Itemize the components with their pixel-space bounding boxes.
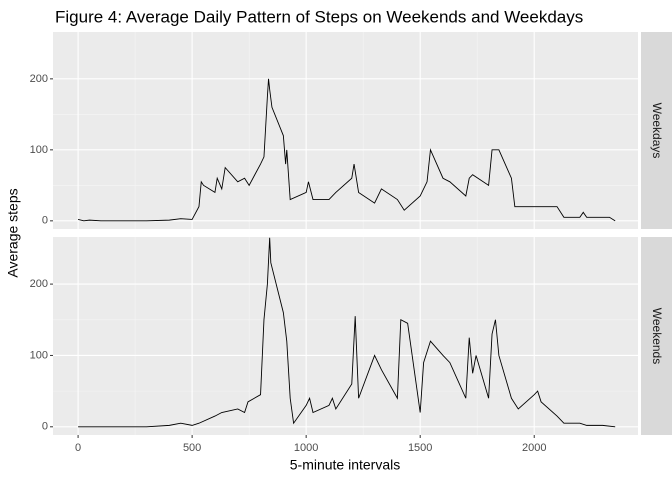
chart-title: Figure 4: Average Daily Pattern of Steps… xyxy=(55,7,583,26)
x-tick-label: 1000 xyxy=(294,442,318,454)
x-tick-label: 0 xyxy=(75,442,81,454)
strip-background xyxy=(641,32,672,229)
y-tick-label: 100 xyxy=(30,144,48,156)
strip-label: Weekends xyxy=(650,308,664,364)
line xyxy=(78,237,616,428)
x-tick-label: 1500 xyxy=(408,442,432,454)
strip-label: Weekdays xyxy=(650,103,664,159)
y-tick-label: 0 xyxy=(42,215,48,227)
line xyxy=(77,78,616,222)
y-axis-title: Average steps xyxy=(5,188,21,277)
x-axis-title: 5-minute intervals xyxy=(290,457,401,473)
strip-background xyxy=(641,237,672,435)
x-tick-label: 500 xyxy=(183,442,201,454)
y-tick-label: 100 xyxy=(30,349,48,361)
y-tick-label: 0 xyxy=(42,421,48,433)
y-tick-label: 200 xyxy=(30,73,48,85)
y-tick-label: 200 xyxy=(30,278,48,290)
panel-background xyxy=(53,237,638,435)
panel-background xyxy=(53,32,638,229)
x-tick-label: 2000 xyxy=(522,442,546,454)
